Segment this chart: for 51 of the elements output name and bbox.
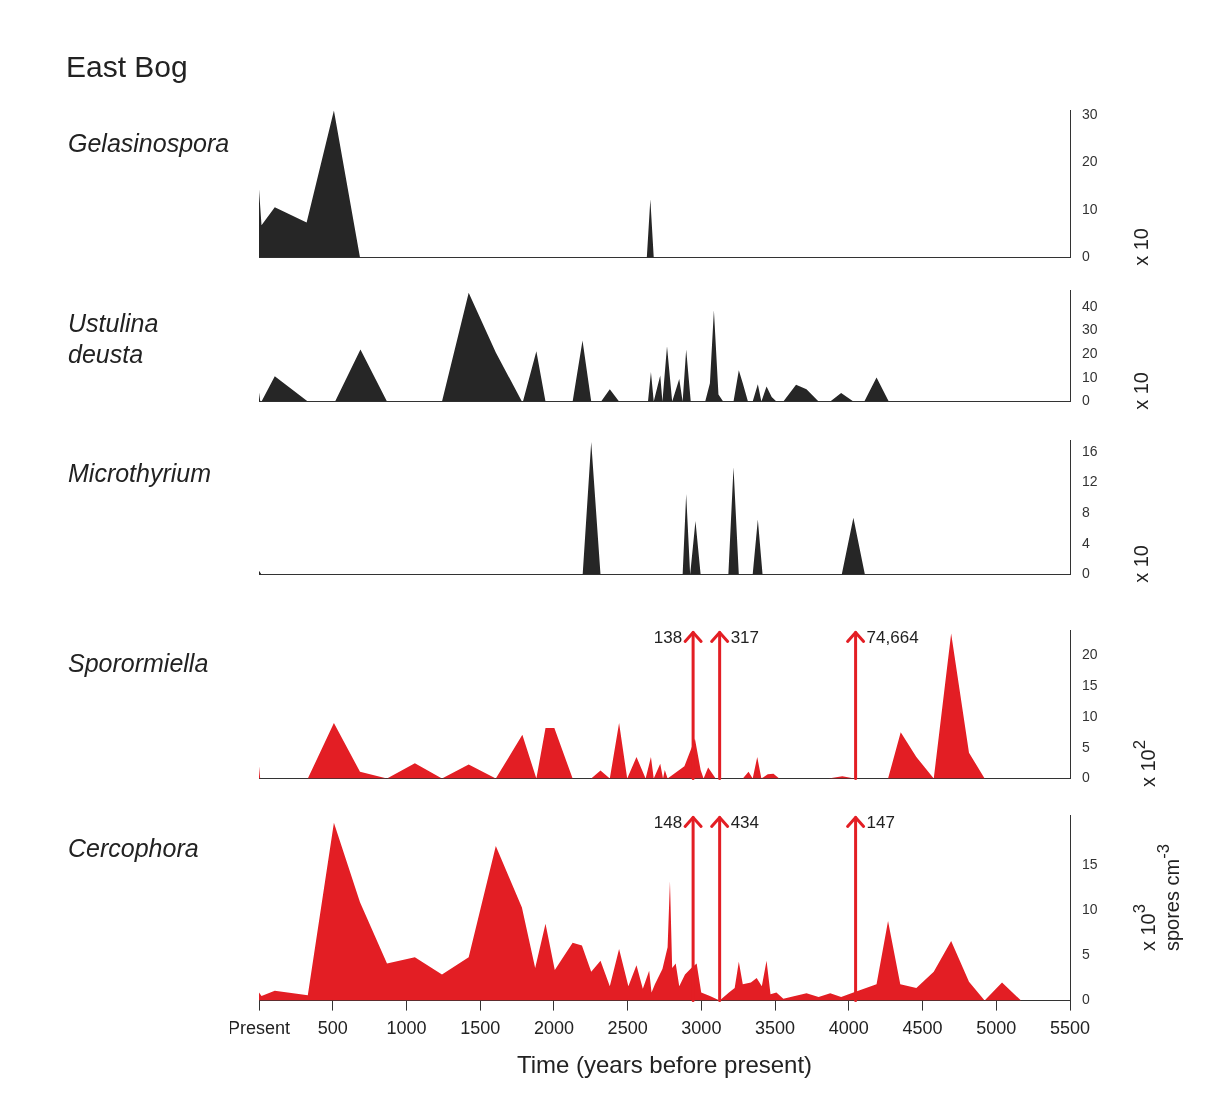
y-tick-label: 30 <box>1082 106 1098 123</box>
y-tick-label: 0 <box>1082 392 1090 409</box>
y2-axis-title: x 10 <box>1130 372 1153 410</box>
y-tick-label: 20 <box>1082 153 1098 170</box>
y-tick-label: 4 <box>1082 534 1090 551</box>
annotation: 147 <box>866 813 895 833</box>
y-tick-label: 10 <box>1082 901 1098 918</box>
x-tick-label: 1000 <box>386 1018 427 1039</box>
y-tick-label: 40 <box>1082 297 1098 314</box>
y-axis-title: Cercophora <box>68 833 199 864</box>
x-tick-label: 4500 <box>902 1018 943 1039</box>
y-tick-label: 20 <box>1082 345 1098 362</box>
x-tick-label: 3500 <box>755 1018 796 1039</box>
y-axis-title: Sporormiella <box>68 648 209 679</box>
y-tick-label: 10 <box>1082 707 1098 724</box>
y-tick-label: 15 <box>1082 855 1098 872</box>
annotation: 138 <box>653 628 683 648</box>
y-tick-label: 0 <box>1082 991 1090 1008</box>
y-tick-label: 10 <box>1082 200 1098 217</box>
y-tick-label: 0 <box>1082 769 1090 786</box>
y-tick-label: 10 <box>1082 368 1098 385</box>
y-axis-title: Gelasinospora <box>68 128 230 159</box>
y2-axis-title: x 10 <box>1130 545 1153 583</box>
y-tick-label: 12 <box>1082 473 1098 490</box>
y-tick-label: 8 <box>1082 504 1090 521</box>
x-axis-title: Time (years before present) <box>516 1051 813 1079</box>
y-tick-label: 0 <box>1082 565 1090 582</box>
y-axis-title: Ustulina deusta <box>68 308 159 371</box>
x-tick-label: 5000 <box>976 1018 1017 1039</box>
annotation: 74,664 <box>866 628 919 648</box>
x-tick-label: Present <box>227 1018 291 1039</box>
x-tick-label: 1500 <box>460 1018 501 1039</box>
x-tick-label: 4000 <box>828 1018 869 1039</box>
y-tick-label: 16 <box>1082 442 1098 459</box>
x-tick-label: 2000 <box>533 1018 574 1039</box>
x-tick-label: 3000 <box>681 1018 722 1039</box>
annotation: 148 <box>653 813 683 833</box>
annotation: 317 <box>730 628 760 648</box>
chart-title: East Bog <box>66 50 188 84</box>
y-tick-label: 20 <box>1082 645 1098 662</box>
y-tick-label: 30 <box>1082 321 1098 338</box>
annotation: 434 <box>730 813 760 833</box>
x-tick-label: 2500 <box>607 1018 648 1039</box>
x-tick-label: 5500 <box>1049 1018 1091 1039</box>
x-tick-label: 500 <box>317 1018 348 1039</box>
y-tick-label: 15 <box>1082 676 1098 693</box>
y-tick-label: 5 <box>1082 946 1090 963</box>
y2-axis-title: x 10 <box>1130 228 1153 266</box>
y-axis-title: Microthyrium <box>68 458 212 489</box>
y-tick-label: 0 <box>1082 248 1090 265</box>
y-tick-label: 5 <box>1082 738 1090 755</box>
